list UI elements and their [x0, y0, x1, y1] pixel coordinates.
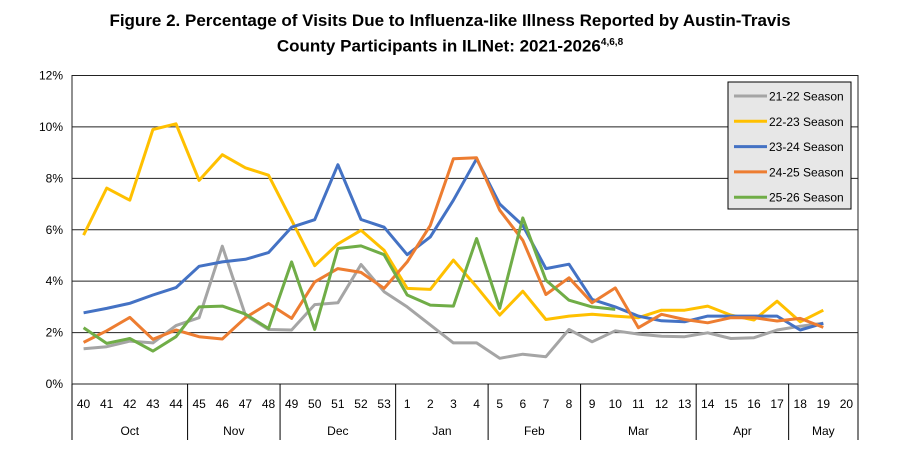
month-label: Jan: [432, 424, 451, 438]
legend-label: 25-26 Season: [769, 191, 844, 205]
x-tick-label: 7: [543, 397, 550, 411]
gridlines: [71, 75, 859, 385]
y-axis: 0% 2% 4% 6% 8% 10% 12%: [39, 69, 63, 392]
x-tick-label: 18: [794, 397, 808, 411]
chart-title-line2-text: County Participants in ILINet: 2021-2026: [276, 36, 601, 56]
x-tick-label: 5: [496, 397, 503, 411]
x-tick-label: 13: [678, 397, 692, 411]
series-line-21-22-season: [83, 244, 824, 360]
x-tick-label: 40: [77, 397, 91, 411]
x-tick-label: 42: [123, 397, 137, 411]
month-label: Nov: [223, 424, 244, 438]
x-tick-label: 48: [262, 397, 276, 411]
y-tick-label: 12%: [39, 69, 63, 83]
x-tick-label: 16: [747, 397, 761, 411]
x-tick-label: 52: [354, 397, 368, 411]
chart-title-line1: Figure 2. Percentage of Visits Due to In…: [109, 11, 791, 30]
x-tick-label: 3: [450, 397, 457, 411]
plot-border: [71, 75, 859, 385]
y-tick-label: 2%: [46, 326, 64, 340]
x-tick-label: 12: [655, 397, 669, 411]
x-tick-label: 1: [404, 397, 411, 411]
x-tick-label: 4: [473, 397, 480, 411]
month-label: May: [812, 424, 835, 438]
legend-label: 24-25 Season: [769, 165, 844, 179]
x-tick-label: 19: [817, 397, 831, 411]
y-tick-label: 6%: [46, 223, 64, 237]
chart-title-superscript: 4,6,8: [600, 37, 624, 48]
chart-title-line2: County Participants in ILINet: 2021-2026…: [0, 32, 900, 58]
y-tick-label: 4%: [46, 274, 64, 288]
series-line-22-23-season: [82, 122, 824, 324]
x-tick-label: 14: [701, 397, 715, 411]
x-tick-label: 2: [427, 397, 434, 411]
x-tick-label: 8: [566, 397, 573, 411]
month-label: Feb: [524, 424, 545, 438]
month-label: Mar: [628, 424, 649, 438]
x-tick-label: 47: [239, 397, 253, 411]
y-tick-label: 0%: [46, 377, 64, 391]
x-tick-label: 51: [331, 397, 345, 411]
series-line-25-26-season: [82, 216, 616, 353]
x-tick-label: 53: [377, 397, 391, 411]
legend-label: 21-22 Season: [769, 90, 844, 104]
x-tick-label: 9: [589, 397, 596, 411]
x-tick-label: 45: [192, 397, 206, 411]
x-tick-label: 20: [840, 397, 854, 411]
x-axis: 40 41 42 43 44 45 46 47 48 49 50 51 52 53 1 2 3 4 5 6 7 8 9 10 1…: [71, 384, 859, 440]
y-tick-label: 8%: [46, 171, 64, 185]
series-lines: [82, 122, 824, 360]
y-tick-label: 10%: [39, 120, 63, 134]
chart-title: Figure 2. Percentage of Visits Due to In…: [0, 10, 900, 58]
x-tick-label: 46: [216, 397, 230, 411]
series-line-24-25-season: [82, 156, 824, 344]
x-tick-label: 49: [285, 397, 299, 411]
series-line-23-24-season: [83, 157, 824, 332]
x-tick-label: 44: [169, 397, 183, 411]
legend-label: 23-24 Season: [769, 140, 844, 154]
x-tick-label: 50: [308, 397, 322, 411]
x-tick-label: 43: [146, 397, 160, 411]
month-label: Oct: [120, 424, 139, 438]
legend-label: 22-23 Season: [769, 115, 844, 129]
x-tick-label: 6: [519, 397, 526, 411]
x-tick-label: 41: [100, 397, 114, 411]
x-tick-label: 10: [609, 397, 623, 411]
x-tick-label: 11: [632, 397, 645, 411]
x-tick-label: 15: [724, 397, 738, 411]
month-label: Apr: [733, 424, 752, 438]
month-label: Dec: [327, 424, 348, 438]
legend: 21-22 Season 22-23 Season 23-24 Season 24-2…: [727, 81, 852, 210]
x-tick-label: 17: [770, 397, 784, 411]
